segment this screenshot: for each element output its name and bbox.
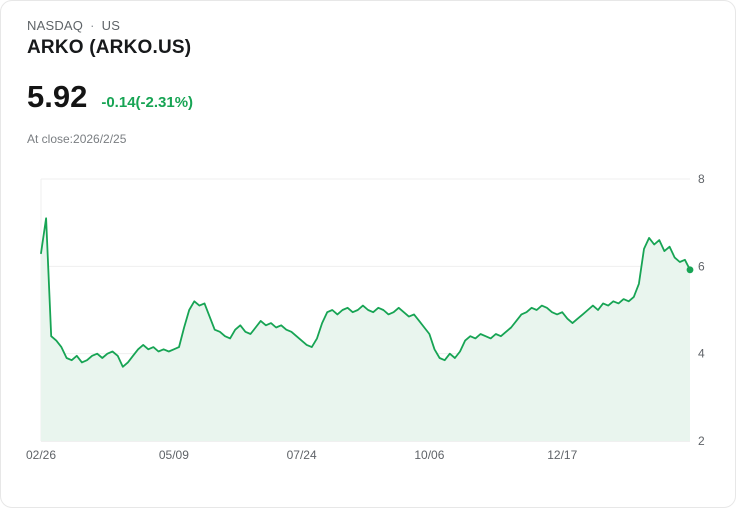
- x-axis-label: 12/17: [547, 448, 577, 462]
- price-change: -0.14(-2.31%): [101, 94, 194, 111]
- separator-dot: ·: [90, 18, 95, 33]
- price-row: 5.92 -0.14(-2.31%): [27, 81, 193, 112]
- y-axis-label: 6: [698, 259, 705, 273]
- price-line: [40, 217, 691, 368]
- as-of-close-label: At close:2026/2/25: [27, 132, 127, 146]
- price-area-fill: [41, 218, 690, 441]
- exchange-info: NASDAQ · US: [27, 18, 120, 33]
- x-axis-label: 05/09: [159, 448, 189, 462]
- price-chart[interactable]: 2 4 6 8 02/26 05/09 07/24 10/06 12/17: [1, 161, 736, 491]
- market-region: US: [101, 18, 121, 33]
- exchange-name: NASDAQ: [27, 18, 84, 33]
- x-axis-label: 02/26: [26, 448, 56, 462]
- price-chart-svg[interactable]: 2 4 6 8 02/26 05/09 07/24 10/06 12/17: [1, 161, 736, 491]
- y-axis-label: 4: [698, 347, 705, 361]
- last-price-dot: [686, 266, 694, 274]
- current-price: 5.92: [27, 79, 88, 114]
- stock-title: ARKO (ARKO.US): [27, 37, 192, 58]
- y-axis-label: 2: [698, 434, 705, 448]
- x-axis-label: 07/24: [287, 448, 317, 462]
- y-axis-label: 8: [698, 172, 705, 186]
- x-axis-label: 10/06: [414, 448, 444, 462]
